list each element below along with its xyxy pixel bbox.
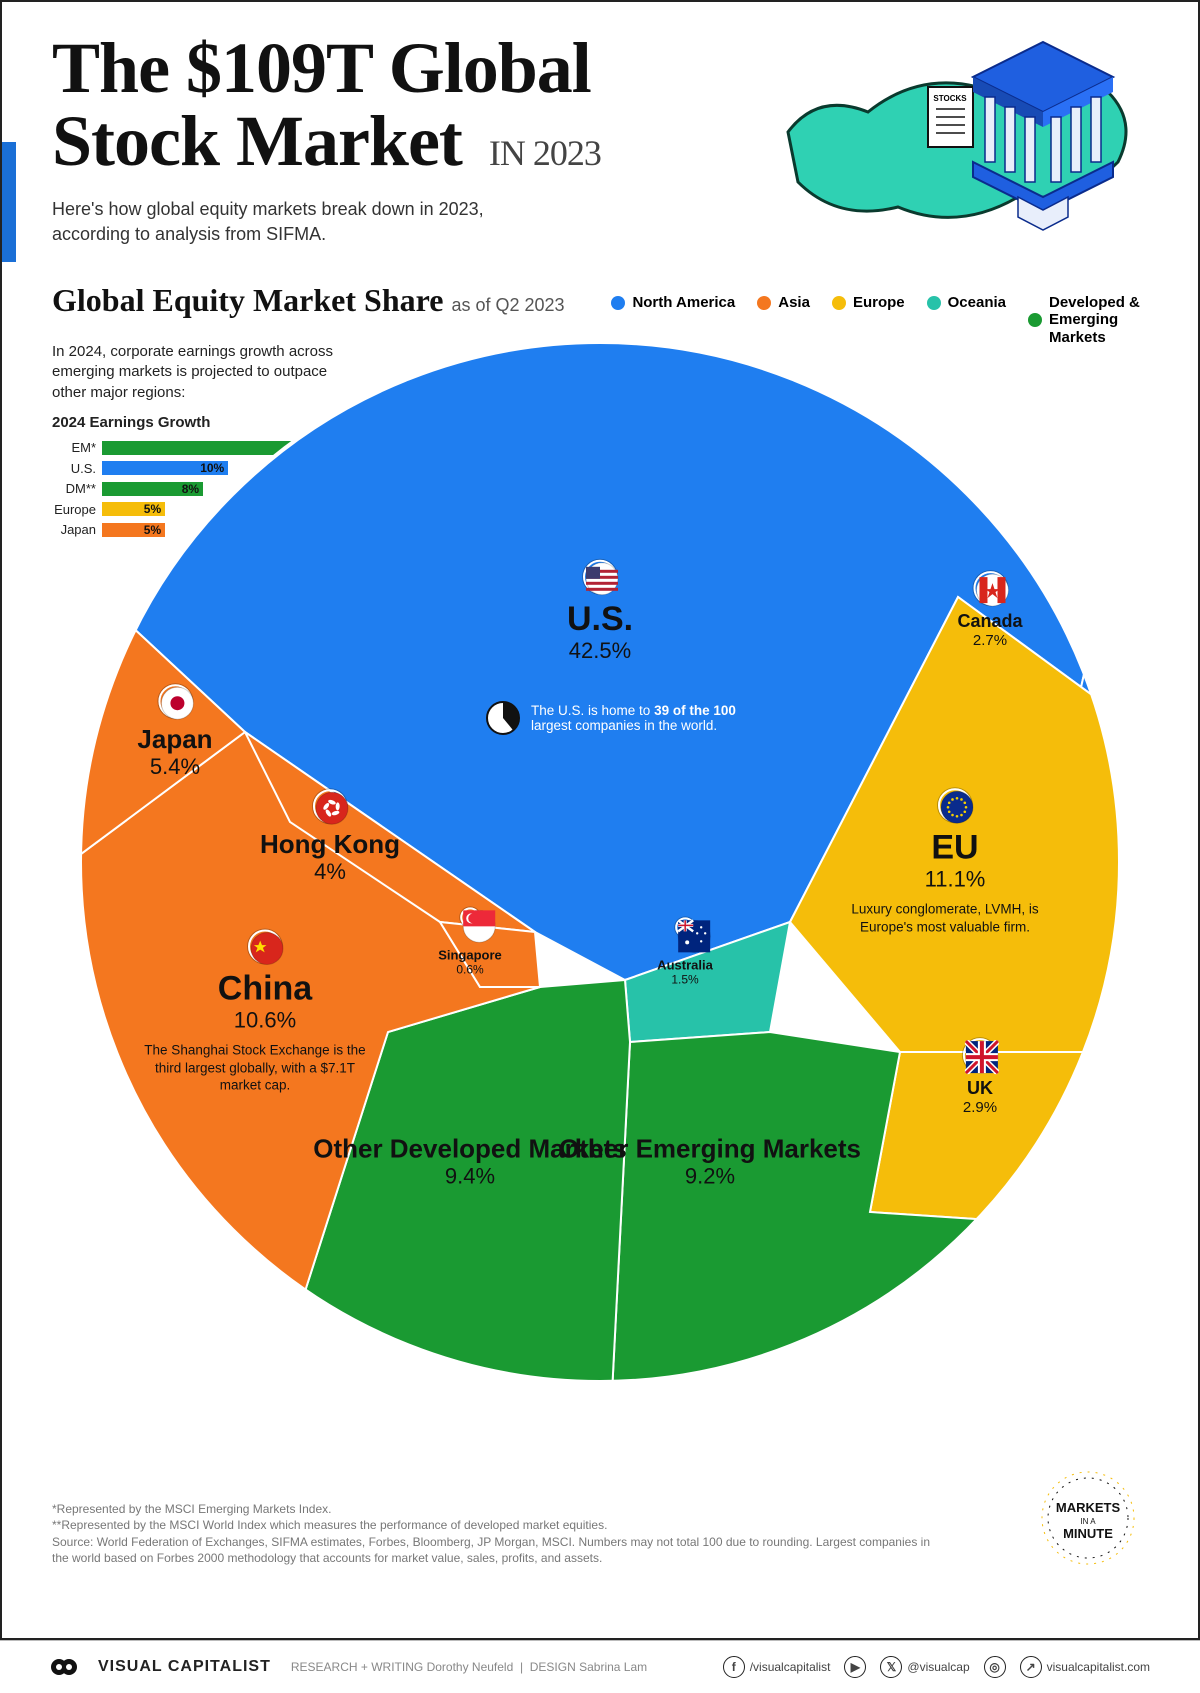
hero-illustration: STOCKS bbox=[778, 32, 1148, 252]
mini-pie-text: The U.S. is home to 39 of the 100 larges… bbox=[531, 703, 761, 733]
vc-logo-icon bbox=[50, 1653, 78, 1681]
footer-socials: f/visualcapitalist ▶ 𝕏 @visualcap ◎ ↗ visualca… bbox=[723, 1656, 1150, 1678]
credit-design: Sabrina Lam bbox=[579, 1660, 647, 1674]
infographic-page: The $109T Global Stock Market IN 2023 He… bbox=[0, 0, 1200, 1640]
voronoi-pie bbox=[70, 332, 1130, 1392]
legend-dot bbox=[1028, 313, 1042, 327]
social-label: /visualcapitalist bbox=[750, 1660, 831, 1674]
svg-text:MARKETS: MARKETS bbox=[1056, 1500, 1121, 1515]
social-icon: f bbox=[723, 1656, 745, 1678]
social-icon: ↗ bbox=[1020, 1656, 1042, 1678]
legend-item: Oceania bbox=[927, 294, 1006, 311]
legend-dot bbox=[927, 296, 941, 310]
footer-credits: RESEARCH + WRITING Dorothy Neufeld | DES… bbox=[291, 1660, 647, 1674]
section-asof: as of Q2 2023 bbox=[451, 295, 564, 315]
legend-item: Europe bbox=[832, 294, 905, 311]
credit-label-research: RESEARCH + WRITING bbox=[291, 1660, 423, 1674]
svg-text:IN A: IN A bbox=[1080, 1517, 1096, 1526]
legend-item: North America bbox=[611, 294, 735, 311]
social-icon: ▶ bbox=[844, 1656, 866, 1678]
svg-text:STOCKS: STOCKS bbox=[933, 94, 967, 103]
social-link[interactable]: ↗ visualcapitalist.com bbox=[1020, 1656, 1150, 1678]
footnote-line: Source: World Federation of Exchanges, S… bbox=[52, 1534, 932, 1566]
title-line1: The $109T Global bbox=[52, 28, 591, 108]
accent-bar bbox=[2, 142, 16, 262]
header: The $109T Global Stock Market IN 2023 He… bbox=[52, 32, 1148, 252]
segment-uk bbox=[870, 1052, 1130, 1232]
header-text: The $109T Global Stock Market IN 2023 He… bbox=[52, 32, 748, 247]
legend-dot bbox=[832, 296, 846, 310]
title-suffix: IN 2023 bbox=[489, 133, 601, 173]
mini-pie-icon bbox=[485, 700, 521, 736]
footnote-line: *Represented by the MSCI Emerging Market… bbox=[52, 1501, 932, 1517]
legend-label: North America bbox=[632, 294, 735, 311]
market-share-chart: U.S.42.5%Canada2.7%EU11.1%Luxury conglom… bbox=[70, 332, 1130, 1392]
social-icon: 𝕏 bbox=[880, 1656, 902, 1678]
footnotes: *Represented by the MSCI Emerging Market… bbox=[52, 1501, 932, 1566]
section-title-text: Global Equity Market Share bbox=[52, 282, 443, 318]
legend-dot bbox=[757, 296, 771, 310]
social-link[interactable]: ◎ bbox=[984, 1656, 1006, 1678]
markets-in-a-minute-badge: MARKETS IN A MINUTE bbox=[1028, 1468, 1148, 1568]
svg-text:MINUTE: MINUTE bbox=[1063, 1526, 1113, 1541]
social-link[interactable]: f/visualcapitalist bbox=[723, 1656, 831, 1678]
bank-on-map-icon: STOCKS bbox=[778, 32, 1148, 252]
social-link[interactable]: 𝕏 @visualcap bbox=[880, 1656, 969, 1678]
legend-item: Asia bbox=[757, 294, 810, 311]
footer-brand: VISUAL CAPITALIST bbox=[98, 1658, 271, 1676]
title-line2: Stock Market bbox=[52, 101, 462, 181]
credit-research: Dorothy Neufeld bbox=[427, 1660, 514, 1674]
credit-label-design: DESIGN bbox=[530, 1660, 576, 1674]
legend-dot bbox=[611, 296, 625, 310]
footnote-line: **Represented by the MSCI World Index wh… bbox=[52, 1517, 932, 1533]
footer: VISUAL CAPITALIST RESEARCH + WRITING Dor… bbox=[0, 1640, 1200, 1693]
us-mini-pie: The U.S. is home to 39 of the 100 larges… bbox=[485, 700, 761, 736]
social-label: @visualcap bbox=[907, 1660, 969, 1674]
social-link[interactable]: ▶ bbox=[844, 1656, 866, 1678]
legend-label: Oceania bbox=[948, 294, 1006, 311]
social-icon: ◎ bbox=[984, 1656, 1006, 1678]
lede-text: Here's how global equity markets break d… bbox=[52, 197, 552, 247]
page-title: The $109T Global Stock Market IN 2023 bbox=[52, 32, 748, 179]
legend-label: Europe bbox=[853, 294, 905, 311]
legend-label: Asia bbox=[778, 294, 810, 311]
social-label: visualcapitalist.com bbox=[1047, 1660, 1150, 1674]
